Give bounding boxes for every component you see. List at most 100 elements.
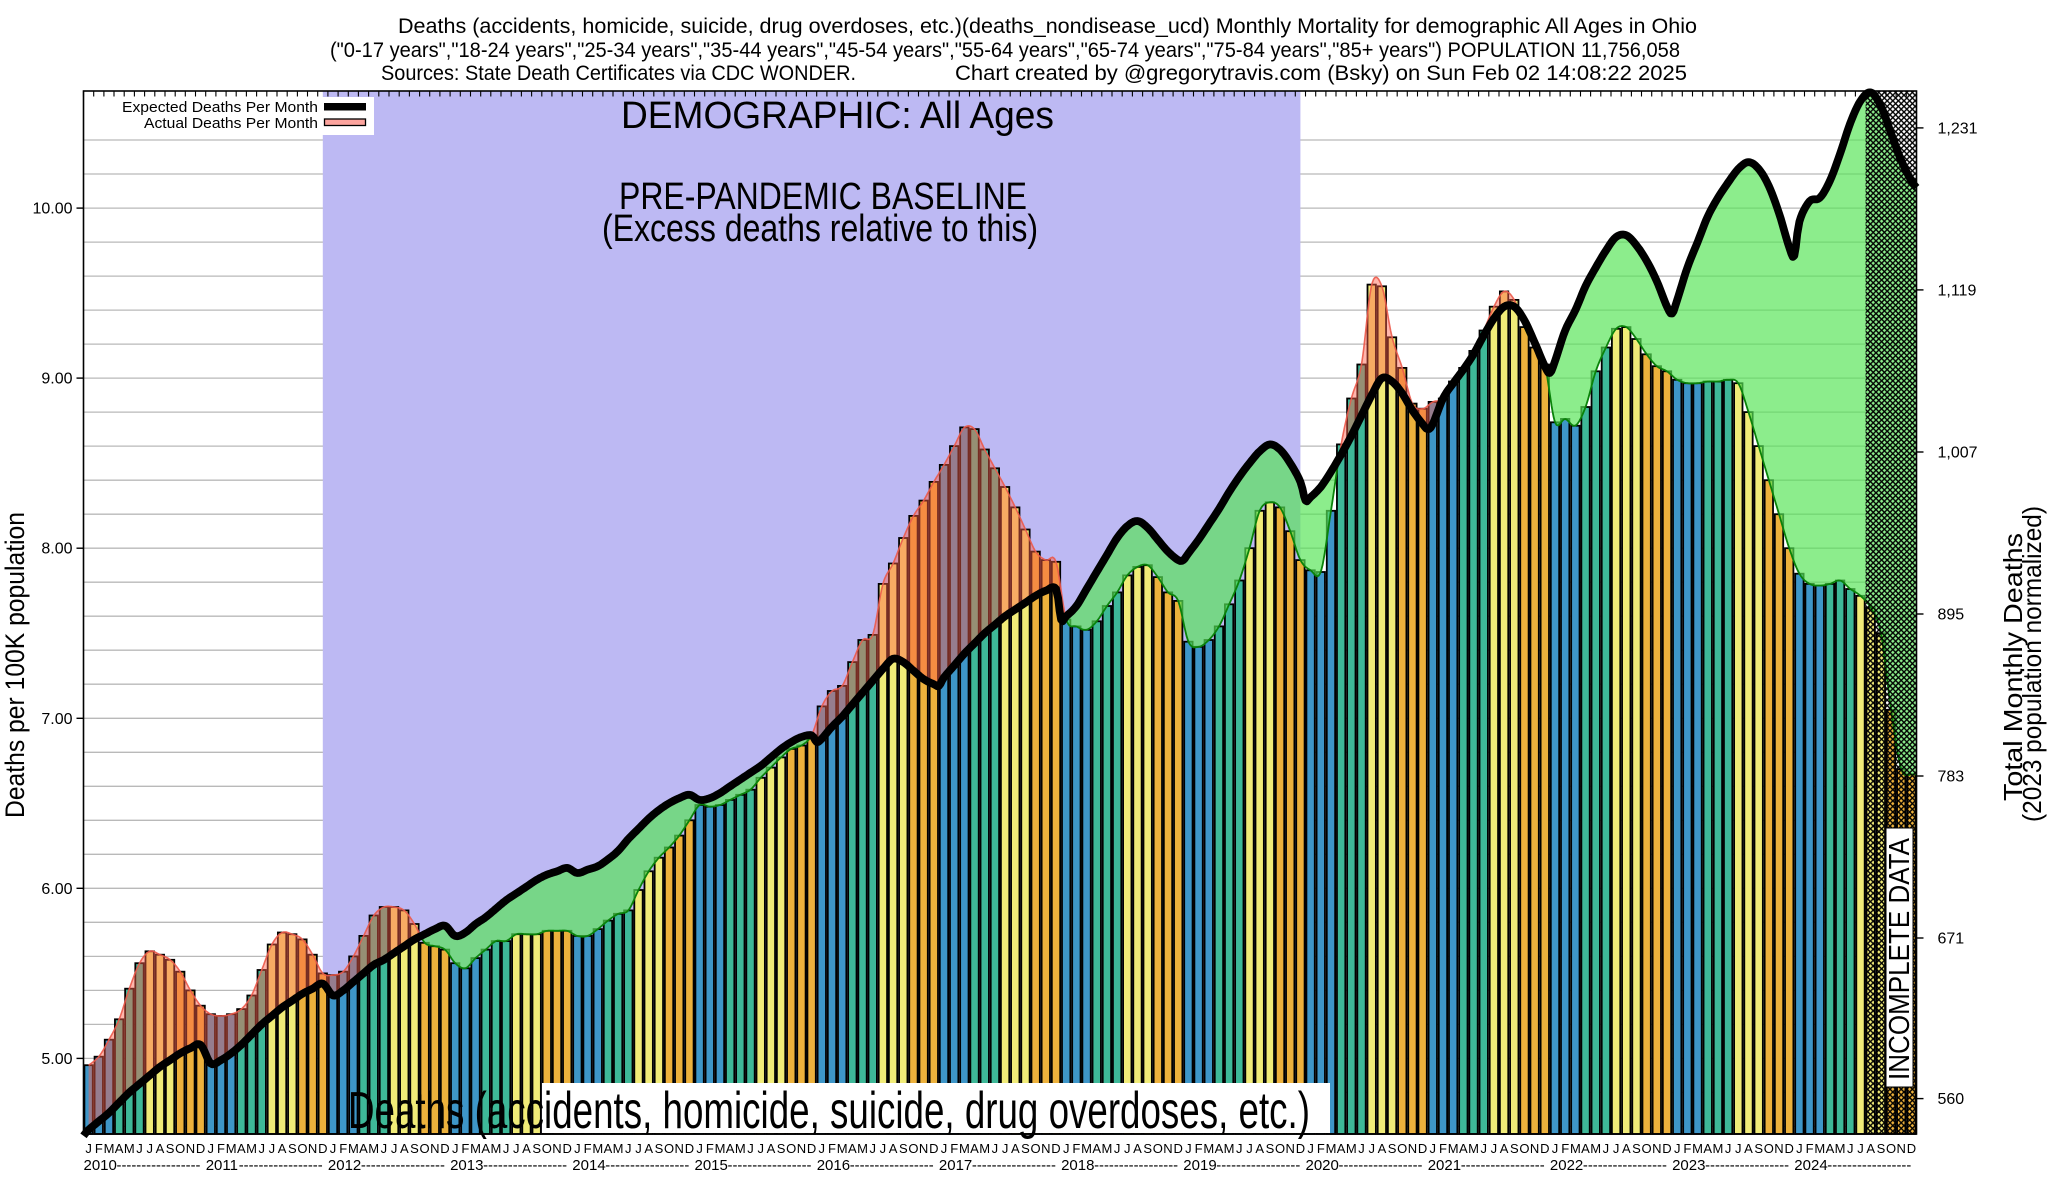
svg-text:N: N: [1897, 1141, 1906, 1156]
svg-text:F: F: [1439, 1141, 1447, 1156]
svg-text:S: S: [899, 1141, 908, 1156]
svg-text:O: O: [1764, 1141, 1774, 1156]
svg-text:J: J: [269, 1141, 276, 1156]
svg-text:A: A: [1215, 1141, 1224, 1156]
svg-text:-----------------: -----------------: [605, 1157, 689, 1174]
svg-text:J: J: [1725, 1141, 1732, 1156]
svg-text:A: A: [970, 1141, 979, 1156]
svg-text:S: S: [655, 1141, 664, 1156]
svg-text:J: J: [1002, 1141, 1009, 1156]
svg-text:A: A: [481, 1141, 490, 1156]
svg-text:Deaths (accidents, homicide, s: Deaths (accidents, homicide, suicide, dr…: [398, 15, 1697, 38]
svg-text:J: J: [1368, 1141, 1375, 1156]
svg-text:J: J: [1124, 1141, 1131, 1156]
svg-text:2013: 2013: [450, 1157, 483, 1174]
svg-text:J: J: [1063, 1141, 1070, 1156]
svg-text:A: A: [1622, 1141, 1631, 1156]
svg-text:560: 560: [1938, 1091, 1965, 1108]
svg-text:J: J: [1185, 1141, 1192, 1156]
svg-text:J: J: [941, 1141, 948, 1156]
svg-text:M: M: [470, 1141, 481, 1156]
svg-text:6.00: 6.00: [41, 881, 72, 898]
svg-text:-----------------: -----------------: [1705, 1157, 1789, 1174]
svg-text:-----------------: -----------------: [1461, 1157, 1545, 1174]
svg-text:F: F: [706, 1141, 714, 1156]
svg-text:2011: 2011: [206, 1157, 238, 1174]
svg-text:J: J: [1796, 1141, 1803, 1156]
svg-text:D: D: [1662, 1141, 1671, 1156]
svg-text:N: N: [1041, 1141, 1050, 1156]
svg-text:7.00: 7.00: [41, 711, 72, 728]
svg-text:J: J: [869, 1141, 876, 1156]
svg-text:D: D: [1907, 1141, 1916, 1156]
svg-text:M: M: [490, 1141, 501, 1156]
svg-text:M: M: [226, 1141, 237, 1156]
svg-text:J: J: [625, 1141, 632, 1156]
svg-text:Actual Deaths Per Month: Actual Deaths Per Month: [144, 115, 318, 132]
svg-text:A: A: [604, 1141, 613, 1156]
svg-text:S: S: [288, 1141, 297, 1156]
svg-text:-----------------: -----------------: [361, 1157, 445, 1174]
svg-text:N: N: [1652, 1141, 1661, 1156]
svg-text:J: J: [1847, 1141, 1854, 1156]
svg-text:D: D: [196, 1141, 205, 1156]
svg-text:N: N: [1774, 1141, 1783, 1156]
svg-text:M: M: [857, 1141, 868, 1156]
svg-text:J: J: [992, 1141, 999, 1156]
svg-text:F: F: [339, 1141, 347, 1156]
svg-text:M: M: [1692, 1141, 1703, 1156]
svg-text:2014: 2014: [572, 1157, 605, 1174]
svg-text:O: O: [786, 1141, 796, 1156]
svg-text:A: A: [767, 1141, 776, 1156]
svg-text:S: S: [1877, 1141, 1886, 1156]
svg-text:M: M: [124, 1141, 135, 1156]
svg-text:J: J: [880, 1141, 887, 1156]
svg-text:A: A: [1092, 1141, 1101, 1156]
svg-text:S: S: [410, 1141, 419, 1156]
svg-text:2018: 2018: [1061, 1157, 1094, 1174]
svg-text:A: A: [1337, 1141, 1346, 1156]
svg-text:M: M: [959, 1141, 970, 1156]
svg-text:J: J: [819, 1141, 826, 1156]
svg-text:J: J: [1114, 1141, 1121, 1156]
svg-text:10.00: 10.00: [32, 201, 72, 218]
svg-text:A: A: [1011, 1141, 1020, 1156]
svg-text:2020: 2020: [1306, 1157, 1339, 1174]
svg-text:O: O: [1275, 1141, 1285, 1156]
svg-text:-----------------: -----------------: [239, 1157, 323, 1174]
svg-text:N: N: [675, 1141, 684, 1156]
svg-text:F: F: [1806, 1141, 1814, 1156]
svg-text:-----------------: -----------------: [728, 1157, 812, 1174]
svg-text:M: M: [1203, 1141, 1214, 1156]
svg-text:Deaths per 100K population: Deaths per 100K population: [0, 512, 30, 818]
svg-text:1,231: 1,231: [1938, 120, 1978, 137]
svg-text:O: O: [542, 1141, 552, 1156]
svg-text:J: J: [1674, 1141, 1681, 1156]
svg-text:2019: 2019: [1183, 1157, 1216, 1174]
svg-text:A: A: [1744, 1141, 1753, 1156]
svg-text:M: M: [837, 1141, 848, 1156]
svg-text:O: O: [664, 1141, 674, 1156]
svg-text:O: O: [175, 1141, 185, 1156]
svg-text:M: M: [1468, 1141, 1479, 1156]
svg-text:D: D: [1418, 1141, 1427, 1156]
svg-text:INCOMPLETE DATA: INCOMPLETE DATA: [1884, 838, 1916, 1080]
svg-text:M: M: [979, 1141, 990, 1156]
svg-text:A: A: [1459, 1141, 1468, 1156]
svg-text:A: A: [278, 1141, 287, 1156]
svg-text:A: A: [1703, 1141, 1712, 1156]
svg-text:D: D: [685, 1141, 694, 1156]
svg-text:A: A: [115, 1141, 124, 1156]
svg-text:F: F: [1561, 1141, 1569, 1156]
svg-text:J: J: [85, 1141, 92, 1156]
svg-text:D: D: [1540, 1141, 1549, 1156]
svg-text:J: J: [757, 1141, 764, 1156]
svg-text:O: O: [908, 1141, 918, 1156]
svg-text:N: N: [919, 1141, 928, 1156]
svg-text:671: 671: [1938, 931, 1965, 948]
svg-text:2022: 2022: [1550, 1157, 1583, 1174]
svg-text:J: J: [1603, 1141, 1610, 1156]
svg-text:M: M: [1224, 1141, 1235, 1156]
svg-text:O: O: [420, 1141, 430, 1156]
svg-text:J: J: [391, 1141, 398, 1156]
